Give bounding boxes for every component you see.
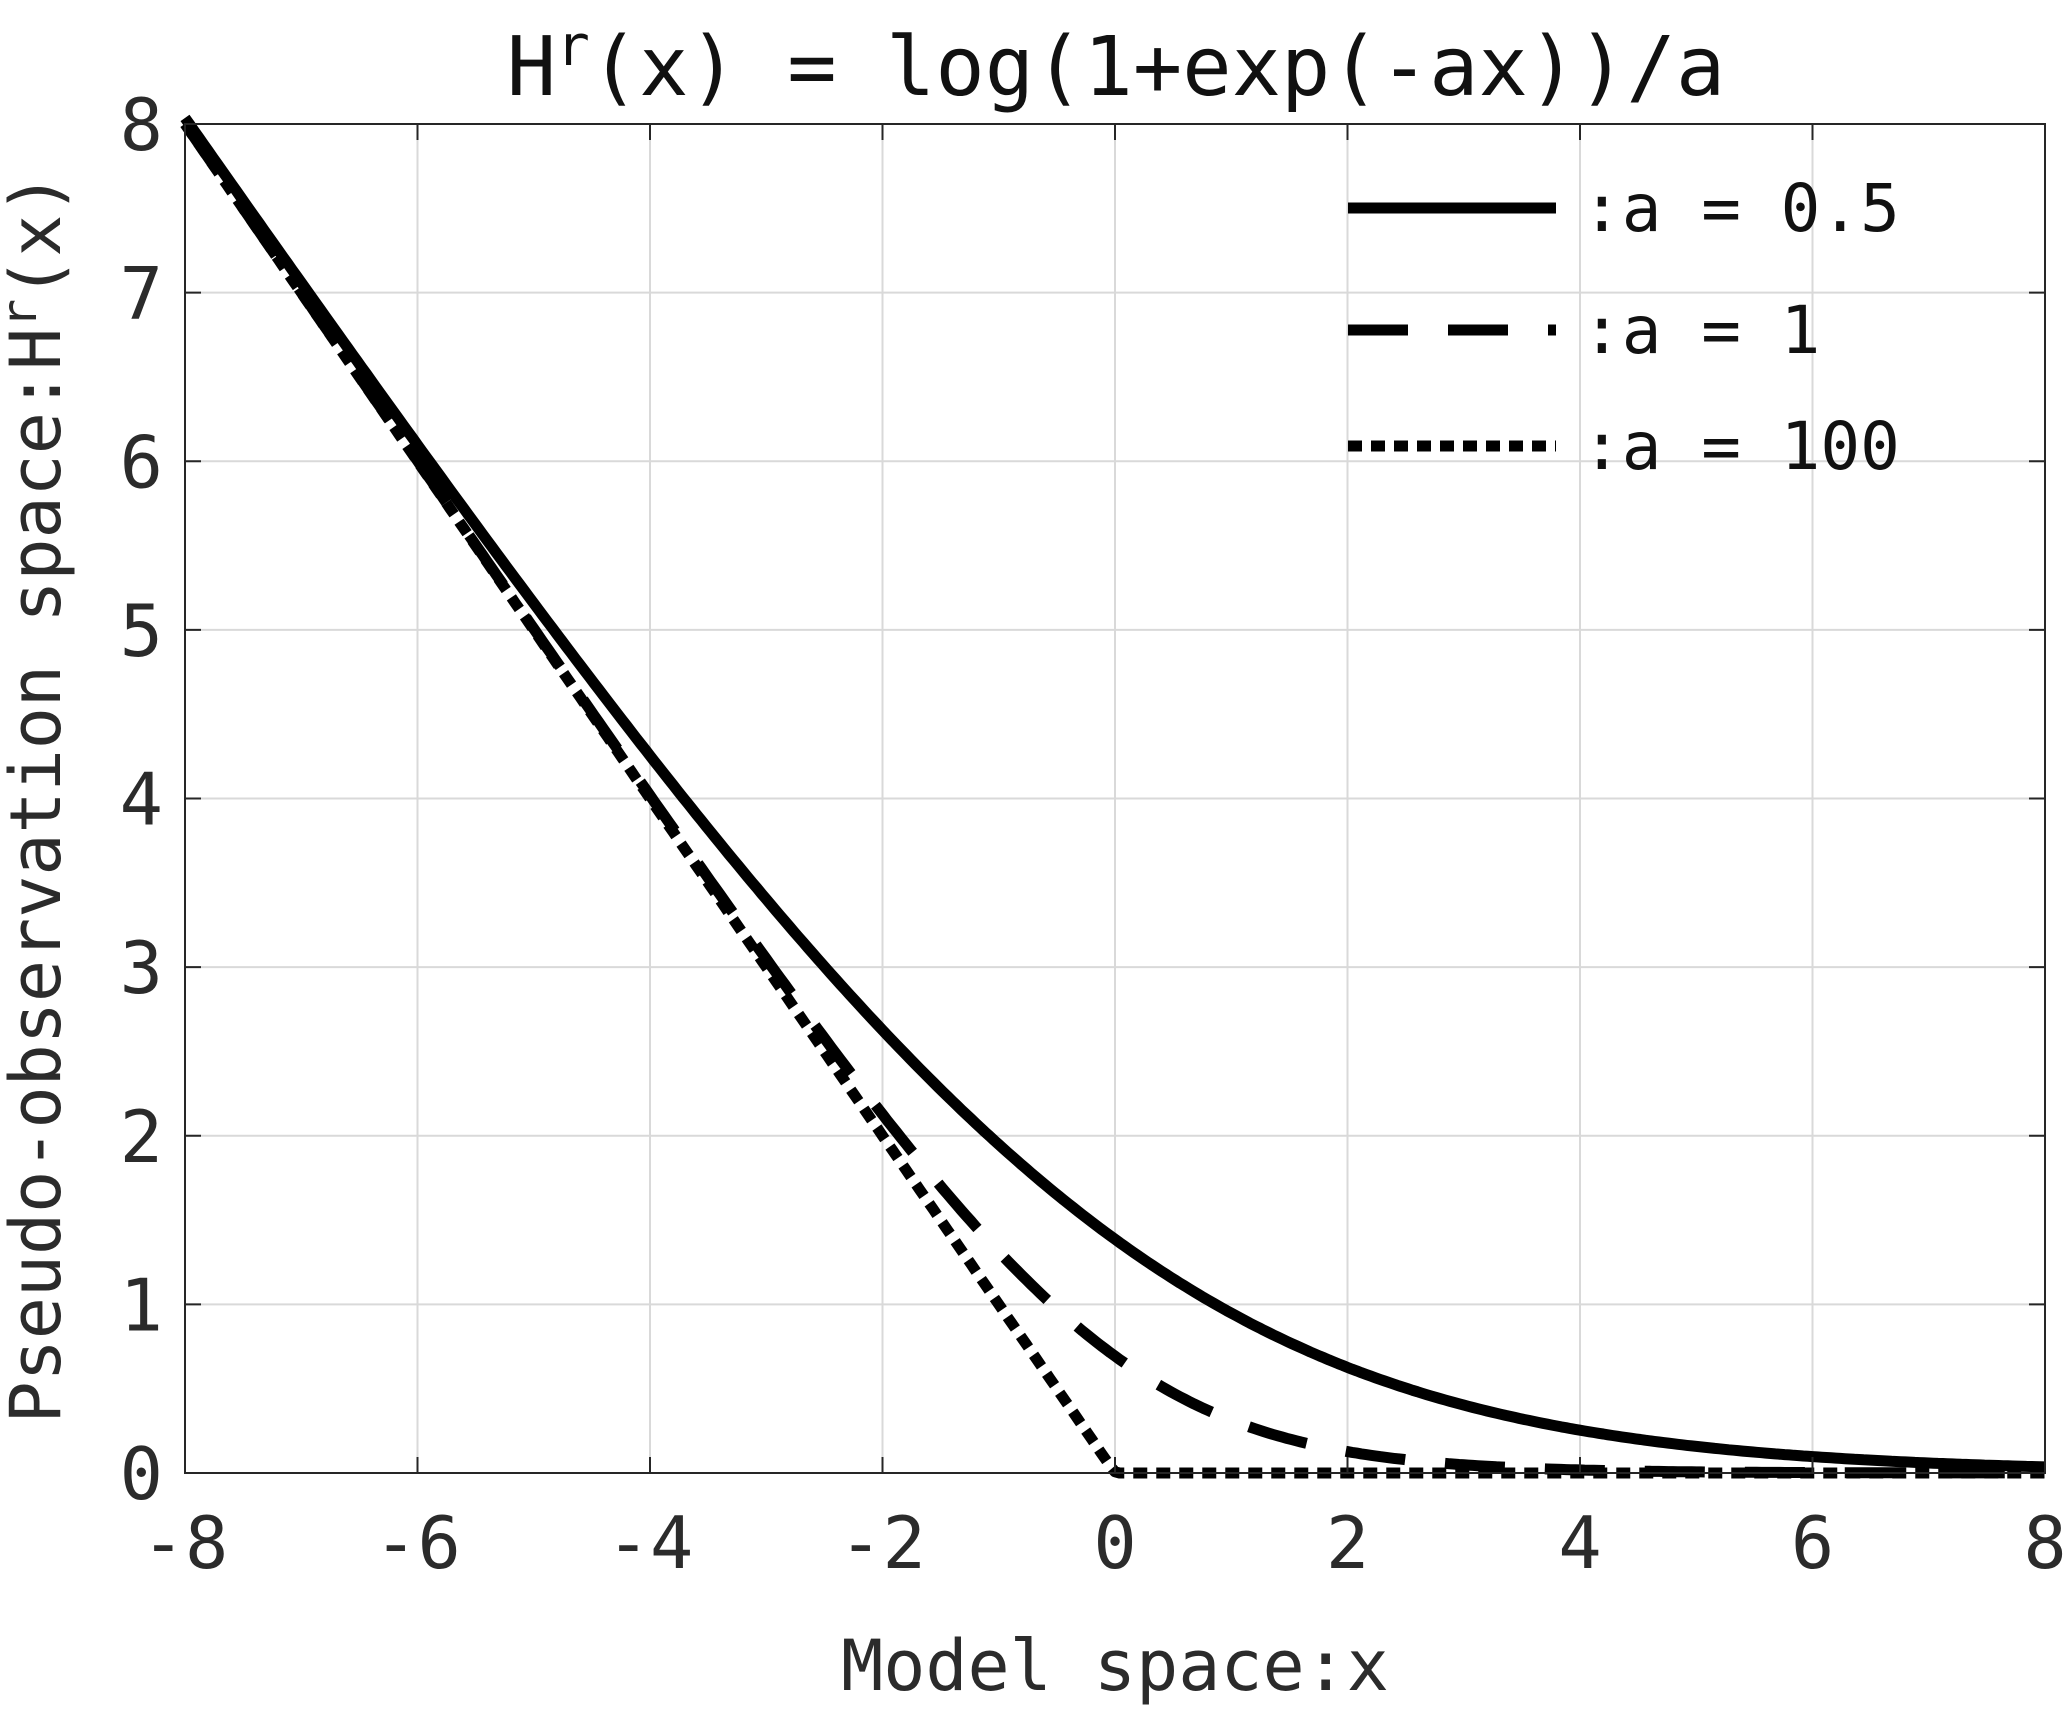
series-0-point — [533, 602, 535, 604]
y-tick-label: 7 — [120, 252, 163, 336]
chart-title: Hr(x) = log(1+exp(-ax))/a — [507, 14, 1726, 115]
series-0-point — [1928, 1462, 1930, 1464]
x-tick-label: -2 — [839, 1501, 926, 1585]
legend-label-2: :a = 100 — [1582, 408, 1900, 485]
series-1-point — [1230, 1420, 1232, 1422]
x-tick-label: -8 — [142, 1501, 229, 1585]
y-tick-label: 2 — [120, 1095, 163, 1179]
series-line-0 — [180, 114, 2046, 1473]
y-axis-title-rest: (x) — [0, 172, 77, 298]
chart-title-rest: (x) = log(1+exp(-ax))/a — [590, 20, 1725, 115]
series-0-point — [1347, 1366, 1349, 1368]
series-0-point — [1812, 1455, 1814, 1457]
series-0-point — [1579, 1430, 1581, 1432]
series-0-point — [998, 1143, 1000, 1145]
y-tick-label: 8 — [120, 83, 163, 167]
chart-title-superscript: r — [556, 14, 590, 79]
series-2-point — [649, 798, 651, 800]
y-tick-label: 5 — [120, 589, 163, 673]
x-tick-label: 0 — [1093, 1501, 1136, 1585]
series-0-point — [1114, 1238, 1116, 1240]
legend-label-0: :a = 0.5 — [1582, 170, 1900, 247]
y-tick-label: 6 — [120, 420, 163, 504]
y-tick-label: 0 — [120, 1432, 163, 1516]
x-tick-label: -4 — [607, 1501, 694, 1585]
x-axis-title: Model space:x — [841, 1625, 1389, 1707]
series-0-point — [1230, 1312, 1232, 1314]
x-tick-label: 2 — [1326, 1501, 1369, 1585]
y-tick-label: 3 — [120, 926, 163, 1010]
series-2-point — [765, 966, 767, 968]
y-axis-title-main: Pseudo-observation space:H — [0, 328, 77, 1424]
series-1-point — [1347, 1450, 1349, 1452]
series-2-point — [998, 1304, 1000, 1306]
series-line-1 — [180, 120, 2046, 1479]
series-1-point — [882, 1113, 884, 1115]
series-2-point — [533, 629, 535, 631]
series-1-point — [1463, 1464, 1465, 1466]
legend: :a = 0.5 :a = 1 :a = 100 — [1348, 170, 1900, 485]
y-tick-label: 1 — [120, 1263, 163, 1347]
y-axis-title: Pseudo-observation space:Hr(x) — [0, 172, 77, 1423]
series-1-point — [998, 1251, 1000, 1253]
series-0-point — [1695, 1445, 1697, 1447]
ticks — [184, 123, 2046, 1474]
series-0-point — [1463, 1405, 1465, 1407]
tick-labels: -8 -6 -4 -2 0 2 4 6 8 0 1 2 3 4 5 6 7 8 — [120, 83, 2067, 1585]
series-0-point — [649, 756, 651, 758]
series-0-point — [184, 116, 186, 118]
series-1-point — [1114, 1356, 1116, 1358]
series-0-point — [417, 444, 419, 446]
y-tick-label: 4 — [120, 758, 163, 842]
x-tick-label: 4 — [1558, 1501, 1601, 1585]
y-axis-title-superscript: r — [0, 299, 48, 328]
series-1-point — [533, 627, 535, 629]
series-2-point — [882, 1135, 884, 1137]
series-0-point — [765, 899, 767, 901]
series-2-point — [417, 460, 419, 462]
series-2-point — [300, 292, 302, 294]
x-tick-label: 6 — [1791, 1501, 1834, 1585]
x-tick-label: -6 — [374, 1501, 461, 1585]
x-tick-label: 8 — [2023, 1501, 2066, 1585]
grid — [184, 123, 2046, 1474]
series-0-point — [882, 1029, 884, 1031]
chart-title-main: H — [507, 20, 556, 115]
legend-label-1: :a = 1 — [1582, 292, 1820, 369]
